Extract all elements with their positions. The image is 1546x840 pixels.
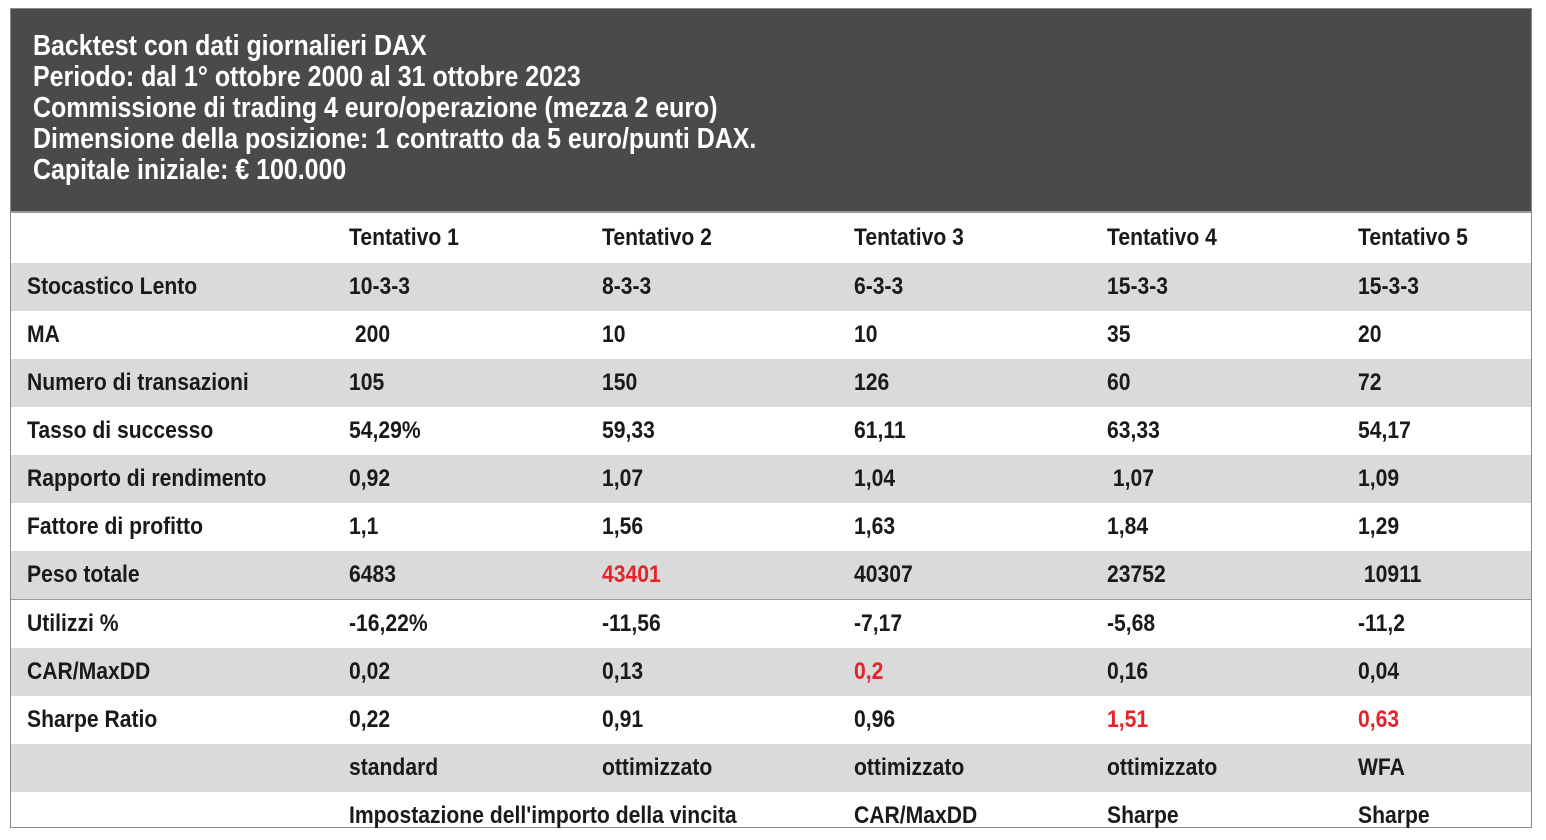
table-row: Stocastico Lento 10-3-3 8-3-3 6-3-3 15-3… bbox=[11, 263, 1531, 311]
table-cell: 0,22 bbox=[349, 706, 391, 733]
table-cell: ottimizzato bbox=[1107, 754, 1218, 781]
table-cell: -11,56 bbox=[602, 610, 661, 637]
table-cell: 10 bbox=[602, 321, 626, 348]
column-header: Tentativo 2 bbox=[602, 224, 712, 251]
table-cell: 63,33 bbox=[1107, 417, 1160, 444]
table-cell: CAR/MaxDD bbox=[854, 802, 978, 829]
table-cell: 0,04 bbox=[1358, 658, 1400, 685]
table-row: Rapporto di rendimento 0,92 1,07 1,04 1,… bbox=[11, 455, 1531, 503]
table-cell: -5,68 bbox=[1107, 610, 1156, 637]
table-cell: 0,92 bbox=[349, 465, 391, 492]
row-label: Peso totale bbox=[27, 561, 140, 588]
table-cell: 1,07 bbox=[1107, 465, 1154, 492]
table-cell: 23752 bbox=[1107, 561, 1166, 588]
table-cell: 59,33 bbox=[602, 417, 655, 444]
table-cell: 6483 bbox=[349, 561, 396, 588]
table-cell: 1,04 bbox=[854, 465, 896, 492]
header-panel: Backtest con dati giornalieri DAX Period… bbox=[11, 9, 1531, 213]
results-table: Tentativo 1 Tentativo 2 Tentativo 3 Tent… bbox=[11, 215, 1531, 840]
table-cell: 60 bbox=[1107, 369, 1131, 396]
table-cell: Impostazione dell'importo della vincita bbox=[349, 802, 737, 829]
table-cell: 20 bbox=[1358, 321, 1382, 348]
table-cell: 72 bbox=[1358, 369, 1382, 396]
table-cell: 15-3-3 bbox=[1358, 273, 1420, 300]
row-label: Stocastico Lento bbox=[27, 273, 198, 300]
table-cell: 0,91 bbox=[602, 706, 644, 733]
table-row: Peso totale 6483 43401 40307 23752 10911 bbox=[11, 551, 1531, 599]
table-cell: 126 bbox=[854, 369, 890, 396]
table-cell: WFA bbox=[1358, 754, 1405, 781]
table-cell: 61,11 bbox=[854, 417, 906, 444]
table-cell: Sharpe bbox=[1358, 802, 1430, 829]
row-label: Utilizzi % bbox=[27, 610, 119, 637]
table-cell: 35 bbox=[1107, 321, 1131, 348]
row-label: CAR/MaxDD bbox=[27, 658, 151, 685]
table-cell: standard bbox=[349, 754, 439, 781]
table-cell: 200 bbox=[349, 321, 391, 348]
table-row: Fattore di profitto 1,1 1,56 1,63 1,84 1… bbox=[11, 503, 1531, 551]
table-cell: 105 bbox=[349, 369, 385, 396]
table-cell: 10 bbox=[854, 321, 878, 348]
table-cell: 1,63 bbox=[854, 513, 896, 540]
table-row: Utilizzi % -16,22% -11,56 -7,17 -5,68 -1… bbox=[11, 599, 1531, 648]
header-initial-capital: Capitale iniziale: € 100.000 bbox=[33, 154, 347, 186]
table-cell: 1,1 bbox=[349, 513, 379, 540]
table-cell: 150 bbox=[602, 369, 638, 396]
table-row: CAR/MaxDD 0,02 0,13 0,2 0,16 0,04 bbox=[11, 648, 1531, 696]
table-cell: 6-3-3 bbox=[854, 273, 904, 300]
column-header-row: Tentativo 1 Tentativo 2 Tentativo 3 Tent… bbox=[11, 215, 1531, 263]
table-frame: Backtest con dati giornalieri DAX Period… bbox=[10, 8, 1532, 829]
table-cell: 1,07 bbox=[602, 465, 644, 492]
table-cell: 54,17 bbox=[1358, 417, 1411, 444]
table-cell: 15-3-3 bbox=[1107, 273, 1169, 300]
row-label: MA bbox=[27, 321, 60, 348]
header-commission: Commissione di trading 4 euro/operazione… bbox=[33, 92, 718, 124]
row-label: Sharpe Ratio bbox=[27, 706, 158, 733]
table-cell-highlight: 43401 bbox=[602, 561, 661, 588]
column-header: Tentativo 5 bbox=[1358, 224, 1468, 251]
table-cell: 0,13 bbox=[602, 658, 644, 685]
table-cell: -7,17 bbox=[854, 610, 903, 637]
table-row: Tasso di successo 54,29% 59,33 61,11 63,… bbox=[11, 407, 1531, 455]
table-cell: 1,29 bbox=[1358, 513, 1400, 540]
table-cell: 1,56 bbox=[602, 513, 644, 540]
row-label: Numero di transazioni bbox=[27, 369, 249, 396]
table-cell: 54,29% bbox=[349, 417, 421, 444]
table-cell-highlight: 0,2 bbox=[854, 658, 884, 685]
header-title: Backtest con dati giornalieri DAX bbox=[33, 30, 427, 62]
table-cell: 0,02 bbox=[349, 658, 391, 685]
table-row: Numero di transazioni 105 150 126 60 72 bbox=[11, 359, 1531, 407]
table-cell: 8-3-3 bbox=[602, 273, 652, 300]
table-cell-highlight: 1,51 bbox=[1107, 706, 1149, 733]
table-cell: 0,96 bbox=[854, 706, 896, 733]
table-cell: 1,84 bbox=[1107, 513, 1149, 540]
table-cell: 10911 bbox=[1358, 561, 1422, 588]
column-header: Tentativo 3 bbox=[854, 224, 964, 251]
column-header: Tentativo 1 bbox=[349, 224, 459, 251]
table-row: Sharpe Ratio 0,22 0,91 0,96 1,51 0,63 bbox=[11, 696, 1531, 744]
table-cell: ottimizzato bbox=[602, 754, 713, 781]
table-cell: Sharpe bbox=[1107, 802, 1179, 829]
table-cell: -11,2 bbox=[1358, 610, 1405, 637]
table-cell: 0,16 bbox=[1107, 658, 1149, 685]
row-label: Rapporto di rendimento bbox=[27, 465, 267, 492]
table-row: Impostazione dell'importo della vincita … bbox=[11, 792, 1531, 840]
row-label: Fattore di profitto bbox=[27, 513, 203, 540]
table-cell: ottimizzato bbox=[854, 754, 965, 781]
table-cell: 40307 bbox=[854, 561, 913, 588]
header-period: Periodo: dal 1° ottobre 2000 al 31 ottob… bbox=[33, 61, 581, 93]
header-position-size: Dimensione della posizione: 1 contratto … bbox=[33, 123, 757, 155]
table-cell: -16,22% bbox=[349, 610, 428, 637]
row-label: Tasso di successo bbox=[27, 417, 214, 444]
column-header: Tentativo 4 bbox=[1107, 224, 1217, 251]
table-row: MA 200 10 10 35 20 bbox=[11, 311, 1531, 359]
table-cell-highlight: 0,63 bbox=[1358, 706, 1400, 733]
table-cell: 1,09 bbox=[1358, 465, 1400, 492]
table-row: standard ottimizzato ottimizzato ottimiz… bbox=[11, 744, 1531, 792]
table-cell: 10-3-3 bbox=[349, 273, 411, 300]
